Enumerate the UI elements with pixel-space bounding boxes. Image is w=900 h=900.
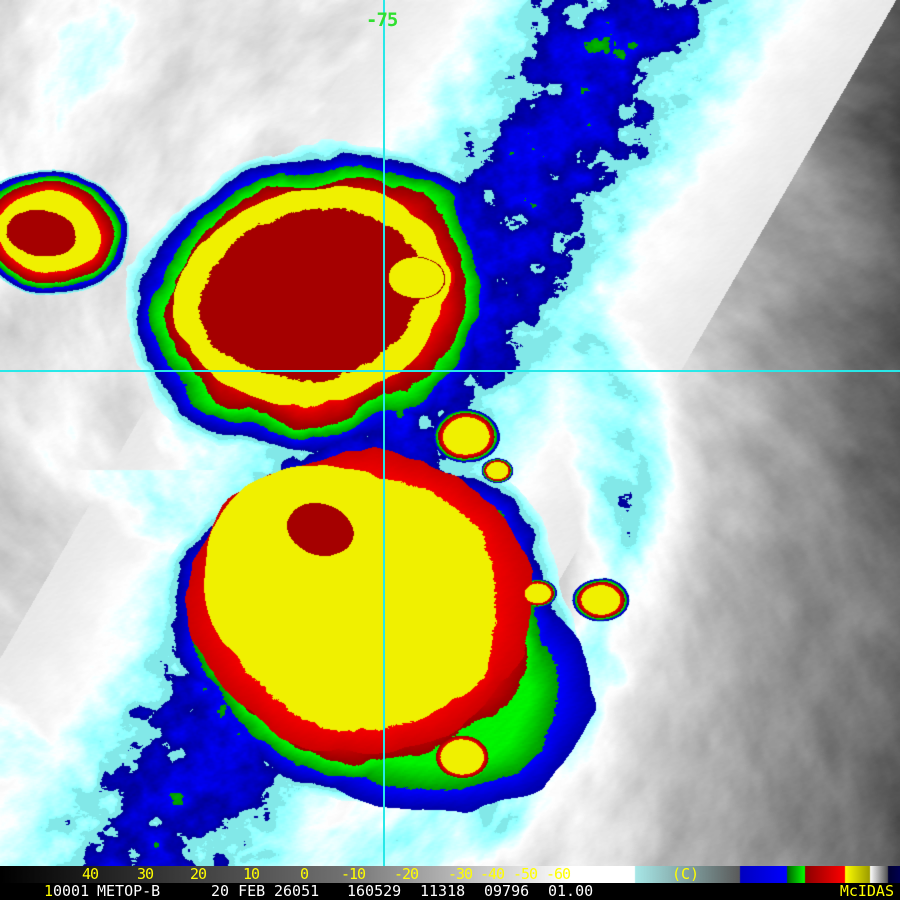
frame-number-label: 1 xyxy=(44,882,54,900)
satellite-name-label: METOP-B xyxy=(97,882,161,900)
temperature-unit-label: (C) xyxy=(672,865,700,883)
satellite-image-canvas[interactable]: -75 xyxy=(0,0,900,866)
color-scale-tick: 30 xyxy=(137,865,154,883)
color-scale-tick: -20 xyxy=(394,865,419,883)
color-scale-tick: 10 xyxy=(243,865,260,883)
color-scale-tick: 40 xyxy=(82,865,99,883)
color-scale-tick: -10 xyxy=(341,865,366,883)
color-scale-tick: -30 xyxy=(448,865,473,883)
color-scale-tick: -50 xyxy=(513,865,538,883)
status-line: 1 0001 METOP-B 20 FEB 26051 160529 11318… xyxy=(0,883,900,900)
temperature-color-ramp xyxy=(0,866,900,883)
color-scale-tick: 0 xyxy=(300,865,309,883)
color-scale-tick: -40 xyxy=(480,865,505,883)
latitude-grid-label: -75 xyxy=(366,9,398,31)
resolution-label: 01.00 xyxy=(548,882,594,900)
color-scale-bar: 40 30 20 10 0 -10 -20 -30 -40 -50 -60 (C) xyxy=(0,866,900,883)
infrared-cloud-imagery[interactable] xyxy=(0,0,900,866)
time-label: 160529 xyxy=(347,882,402,900)
crosshair-horizontal-line xyxy=(0,370,900,372)
band-a-label: 11318 xyxy=(420,882,466,900)
mcidas-brand-label: McIDAS xyxy=(839,882,894,900)
band-b-label: 09796 xyxy=(484,882,530,900)
info-panel: 40 30 20 10 0 -10 -20 -30 -40 -50 -60 (C) 1 0001 M… xyxy=(0,866,900,900)
color-scale-tick: -60 xyxy=(546,865,571,883)
frame-id-label: 0001 xyxy=(53,882,90,900)
color-scale-tick: 20 xyxy=(190,865,207,883)
crosshair-vertical-line xyxy=(383,0,385,866)
julian-day-label: 26051 xyxy=(274,882,320,900)
date-label: 20 FEB xyxy=(211,882,266,900)
